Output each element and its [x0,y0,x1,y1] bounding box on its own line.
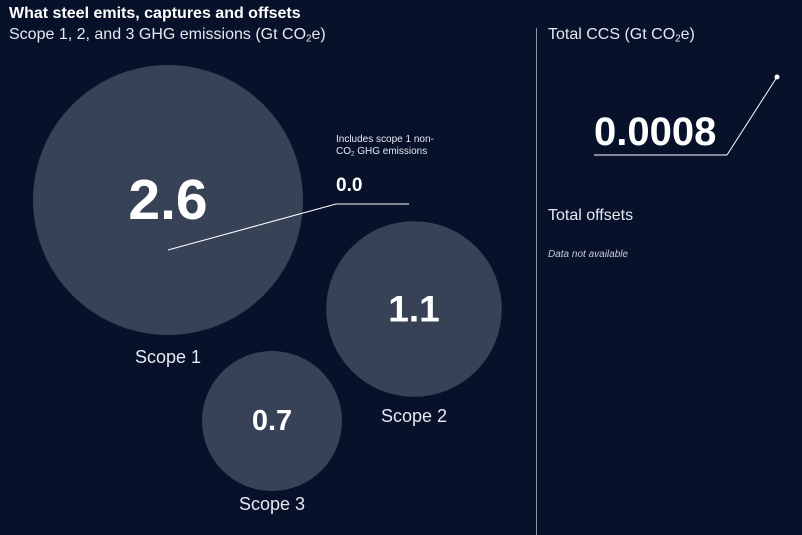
bubble-label-scope-1: Scope 1 [135,347,201,367]
ccs-title-tail: e) [680,26,695,43]
ccs-leader [594,74,780,156]
bubble-scope-3 [202,351,342,491]
subtitle-subscript: 2 [306,33,312,45]
panel-divider [536,28,537,535]
bubble-scope-1 [33,65,303,335]
ccs-leader-line [726,76,778,156]
bubble-label-scope-3: Scope 3 [239,494,305,514]
chart-title: What steel emits, captures and offsets [9,5,301,22]
ccs-title-main: Total CCS (Gt CO [548,26,676,43]
annotation-text-post: GHG emissions [354,146,428,157]
annotation-leader-line [167,203,337,251]
bubble-label-scope-2: Scope 2 [381,406,447,426]
subtitle-tail: e) [311,26,326,43]
bubble-value-scope-2: 1.1 [388,289,439,330]
bubble-scope-2 [326,221,502,397]
bubble-value-scope-3: 0.7 [252,405,292,437]
ccs-leader-dot [774,74,780,80]
bubble-value-scope-1: 2.6 [128,168,207,232]
ccs-title: Total CCS (Gt CO2e) [548,26,695,44]
bubble-chart: 2.6 Scope 1 1.1 Scope 2 0.7 Scope 3 [33,65,502,514]
subtitle-main: Scope 1, 2, and 3 GHG emissions (Gt CO [9,26,307,43]
offsets-title: Total offsets [548,207,634,224]
offsets-note: Data not available [548,249,629,260]
annotation-value: 0.0 [336,175,363,196]
annotation-text: Includes scope 1 non-CO2 GHG emissions [336,134,446,161]
annotation-text-pre: Includes scope 1 non-CO [336,134,434,157]
ccs-value: 0.0008 [594,110,717,154]
chart-subtitle: Scope 1, 2, and 3 GHG emissions (Gt CO2e… [9,26,326,44]
ccs-title-subscript: 2 [675,33,681,45]
annotation-text-sub: 2 [351,150,355,158]
